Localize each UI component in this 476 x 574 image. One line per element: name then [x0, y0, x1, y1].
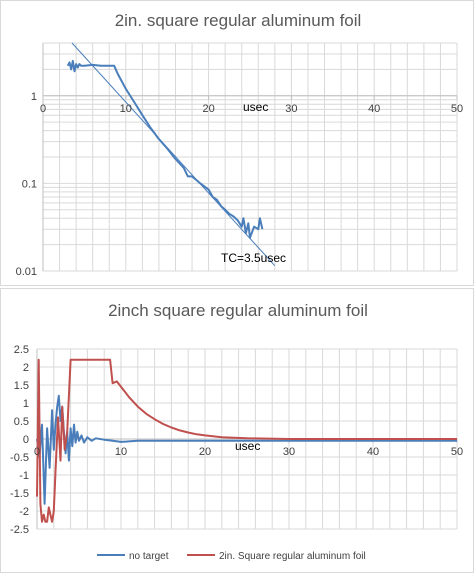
legend-label-no-target: no target — [129, 551, 169, 562]
y-tick-label: -2 — [19, 506, 29, 518]
log-chart-tick-labels: 0 10 20 30 40 50 0.01 0.1 1 — [16, 91, 464, 278]
linear-chart-title: 2inch square regular aluminum foil — [108, 301, 368, 320]
log-chart-axes — [42, 43, 458, 271]
log-chart-series — [66, 42, 276, 267]
y-tick-label: 0.1 — [22, 178, 37, 190]
y-tick-label: 0.5 — [14, 416, 29, 428]
log-chart: 2in. square regular aluminum foil 0 10 20 3… — [0, 0, 474, 286]
x-tick-label: 0 — [40, 103, 46, 115]
y-tick-label: 0.01 — [16, 266, 37, 278]
series-line-no-target — [36, 394, 457, 505]
linear-chart: 2inch square regular aluminum foil 0 10 20… — [0, 288, 474, 573]
legend: no target 2in. Square regular aluminum f… — [97, 551, 366, 562]
data-series-line — [66, 59, 264, 239]
linear-chart-series — [36, 358, 457, 523]
y-tick-label: 2.5 — [14, 344, 29, 356]
x-tick-label: 0 — [34, 446, 40, 458]
linear-chart-svg: 2inch square regular aluminum foil 0 10 20… — [10, 301, 463, 562]
x-tick-label: 10 — [115, 446, 127, 458]
y-tick-label: -1 — [19, 470, 29, 482]
fit-line — [71, 42, 276, 267]
y-tick-label: 2 — [23, 362, 29, 374]
x-tick-label: 50 — [451, 103, 463, 115]
series-line-aluminum-foil — [36, 358, 457, 523]
y-tick-label: 1 — [31, 91, 37, 103]
log-chart-x-axis-label: usec — [243, 100, 268, 114]
tc-annotation: TC=3.5usec — [221, 251, 286, 265]
linear-chart-x-axis-label: usec — [235, 439, 260, 453]
y-tick-label: 1.5 — [14, 380, 29, 392]
y-tick-label: 1 — [23, 398, 29, 410]
x-tick-label: 20 — [202, 103, 214, 115]
y-tick-label: -2.5 — [10, 524, 29, 536]
x-tick-label: 20 — [199, 446, 211, 458]
x-tick-label: 10 — [120, 103, 132, 115]
linear-chart-tick-labels: 0 10 20 30 40 50 2.5 2 1.5 1 0.5 0 -0.5 -1 -1.5 -2 -2.5 — [10, 344, 463, 536]
log-chart-title: 2in. square regular aluminum foil — [115, 11, 362, 30]
legend-label-aluminum-foil: 2in. Square regular aluminum foil — [219, 551, 366, 562]
y-tick-label: -1.5 — [10, 488, 29, 500]
y-tick-label: -0.5 — [10, 452, 29, 464]
y-tick-label: 0 — [23, 434, 29, 446]
log-chart-svg: 2in. square regular aluminum foil 0 10 20 3… — [16, 11, 464, 278]
x-tick-label: 50 — [451, 446, 463, 458]
x-tick-label: 30 — [283, 446, 295, 458]
x-tick-label: 40 — [368, 103, 380, 115]
x-tick-label: 30 — [285, 103, 297, 115]
x-tick-label: 40 — [367, 446, 379, 458]
